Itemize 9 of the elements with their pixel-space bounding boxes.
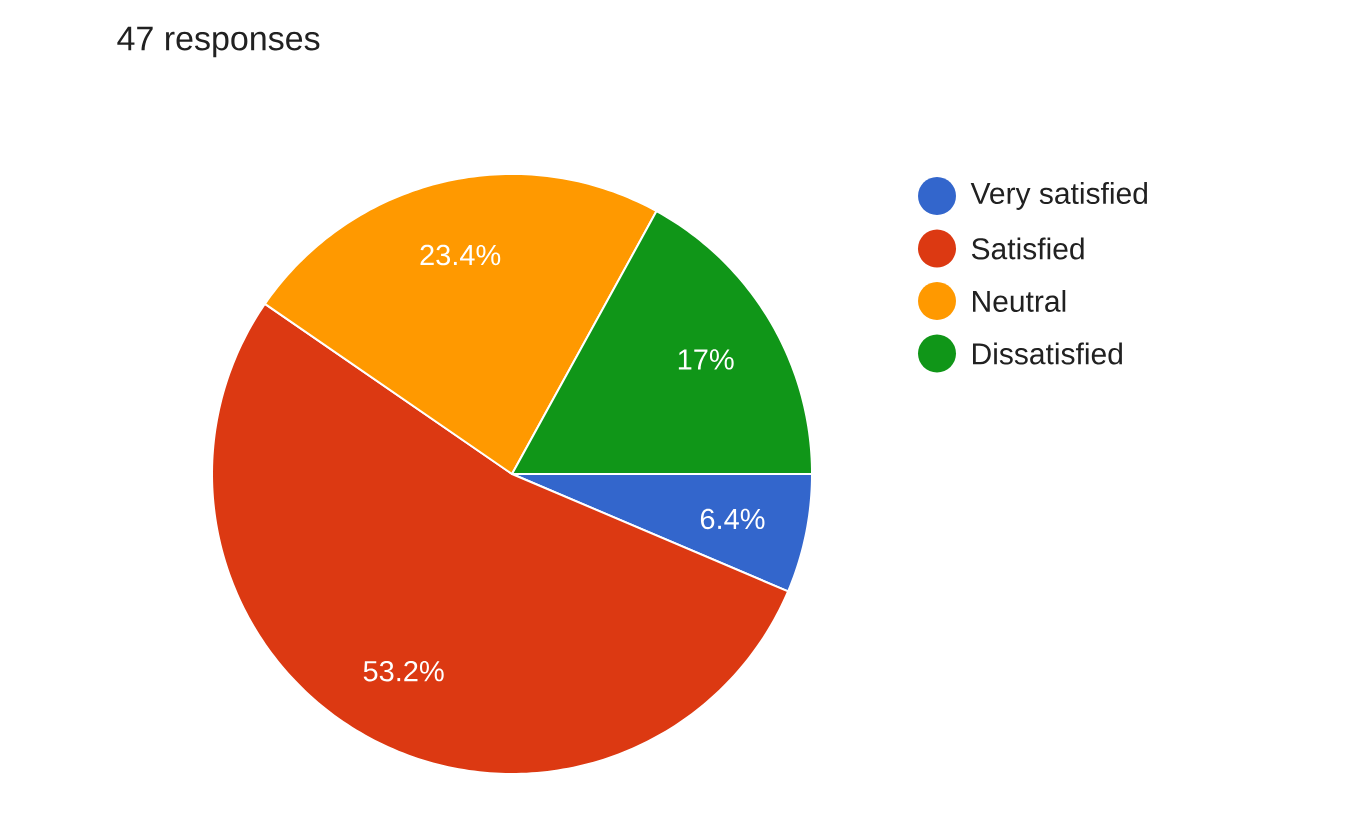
data-label: 53.2% bbox=[363, 660, 444, 682]
data-label: 23.4% bbox=[420, 244, 501, 266]
legend-label: Satisfied bbox=[971, 237, 1084, 260]
chart-title: 47 responses bbox=[117, 26, 320, 58]
data-label: 6.4% bbox=[700, 508, 765, 530]
legend-label: Neutral bbox=[973, 289, 1066, 313]
legend-label: Dissatisfied bbox=[973, 342, 1122, 365]
legend-label: Very satisfied bbox=[970, 182, 1147, 210]
data-label: 17% bbox=[678, 349, 734, 370]
